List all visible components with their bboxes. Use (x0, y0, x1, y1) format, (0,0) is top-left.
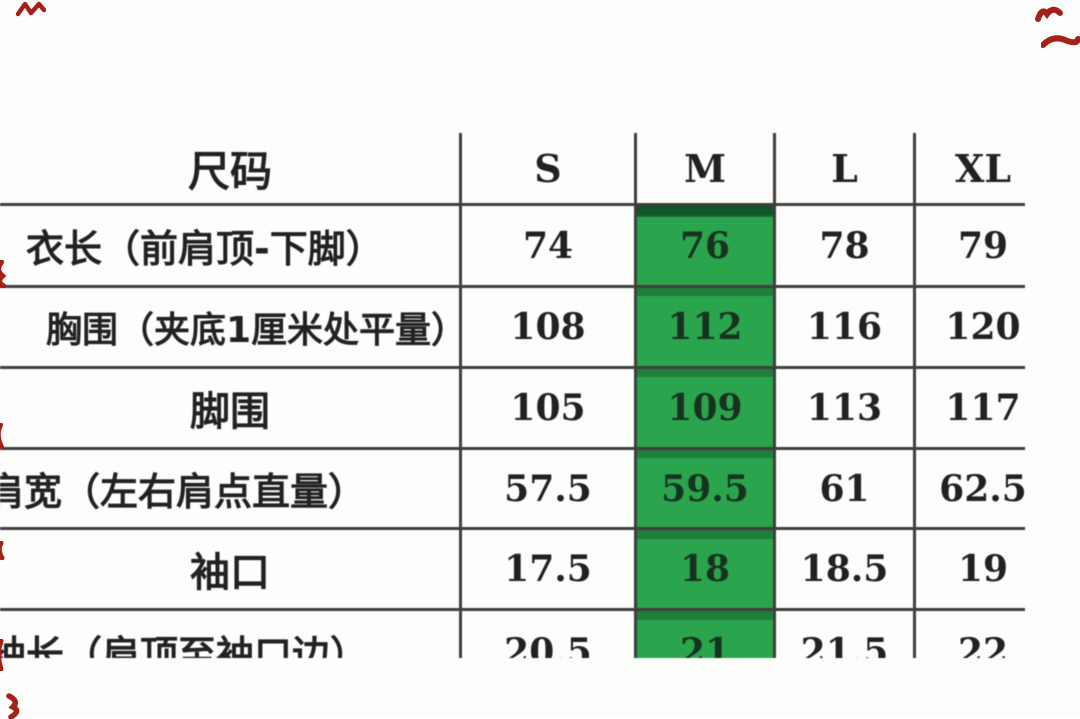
col-header-m: M (683, 145, 727, 191)
row-label-shoulder: 肩宽（左右肩点直量） (0, 470, 367, 514)
row-label-hem: 脚围 (190, 389, 270, 435)
size-cell-highlighted: 21 (679, 630, 731, 659)
size-cell: 120 (945, 306, 1021, 348)
red-ink-mark-top-right-upper (1035, 6, 1063, 22)
red-ink-mark-top-left (16, 1, 46, 17)
size-cell: 20.5 (504, 630, 592, 659)
highlight-column-m (637, 205, 773, 658)
size-cell: 105 (510, 387, 586, 429)
table-line (0, 527, 1025, 530)
row-label-sleeve-length: 袖长（肩顶至袖口边） (0, 633, 369, 658)
row-label-cuff: 袖口 (190, 550, 270, 596)
size-cell: 57.5 (504, 467, 592, 510)
size-cell: 74 (522, 224, 574, 267)
size-cell: 61 (819, 467, 870, 510)
size-chart-table: 尺码 S M L XL 衣长（前肩顶-下脚） 74 76 78 79 胸围（夹底… (0, 133, 1080, 658)
row-label-garment-length: 衣长（前肩顶-下脚） (26, 227, 384, 271)
red-ink-mark-left-row1 (0, 260, 7, 288)
size-cell: 22 (957, 630, 1009, 659)
size-cell: 18.5 (800, 548, 889, 590)
size-cell-highlighted: 76 (679, 224, 731, 267)
header-size-label: 尺码 (187, 146, 272, 196)
table-line (0, 203, 1025, 206)
size-cell: 62.5 (939, 467, 1027, 510)
table-line (0, 447, 1025, 450)
table-line (459, 133, 462, 658)
size-cell-highlighted: 59.5 (661, 467, 749, 510)
size-cell: 108 (510, 306, 586, 348)
red-ink-mark-left-row4 (0, 541, 5, 560)
table-line (0, 366, 1025, 369)
table-line (913, 133, 916, 658)
size-cell: 79 (957, 224, 1009, 267)
size-cell: 78 (819, 224, 870, 267)
size-cell-highlighted: 109 (667, 387, 743, 429)
table-line (0, 608, 1025, 611)
size-cell: 21.5 (800, 630, 889, 659)
size-cell: 116 (806, 306, 883, 348)
size-cell: 19 (957, 548, 1009, 590)
col-header-xl: XL (954, 145, 1012, 191)
size-cell: 113 (806, 387, 883, 429)
size-cell-highlighted: 18 (679, 548, 731, 590)
red-ink-mark-left-row3 (0, 423, 4, 449)
size-cell: 117 (945, 387, 1021, 429)
red-ink-mark-bottom-left (6, 693, 20, 719)
col-header-l: L (831, 145, 858, 191)
red-ink-mark-left-row6 (0, 639, 4, 671)
size-cell-highlighted: 112 (667, 306, 743, 348)
table-line (634, 133, 637, 658)
red-ink-mark-top-right-lower (1041, 35, 1080, 48)
table-line (0, 285, 1025, 288)
row-label-chest: 胸围（夹底1厘米处平量） (46, 310, 468, 351)
table-line (773, 133, 776, 658)
size-cell: 17.5 (504, 548, 592, 590)
col-header-s: S (534, 145, 562, 191)
